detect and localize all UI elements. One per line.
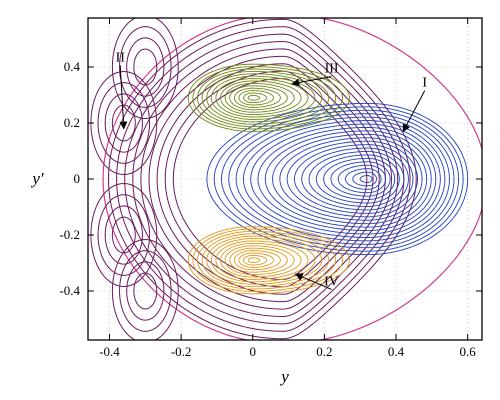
region-I-orbit [257,126,437,232]
region-III-orbit [187,63,350,132]
x-tick-label: 0.4 [388,344,405,359]
y-tick-label: -0.4 [59,283,80,298]
region-III-orbit [201,70,330,125]
region-II-lobe [126,37,165,97]
region-II-lobe [97,194,151,276]
region-IV-orbit [238,252,274,268]
region-III-orbit [229,85,288,111]
region-I-orbit [301,147,409,211]
region-IV-orbit [247,257,261,264]
region-II-orbit [124,33,405,325]
region-I-orbit [279,137,423,221]
region-IV-orbit [220,242,302,278]
region-II-orbit [116,26,411,332]
region-I-orbit [264,130,432,228]
outer-separatrix [102,18,482,340]
annotation-label: II [116,50,126,65]
region-II-lobe [111,216,136,254]
region-II-lobe [133,48,158,86]
y-axis-label: y′ [30,169,44,188]
region-I-orbit [293,144,414,214]
x-tick-label: -0.4 [99,344,120,359]
region-IV-orbit [210,238,316,283]
region-IV-orbit [215,240,309,280]
region-II-lobe [111,104,136,142]
region-IV-orbit [243,254,268,266]
region-III-orbit [210,75,316,120]
annotation-label: I [422,76,427,91]
region-II-lobe [133,272,158,310]
region-III-orbit [192,66,344,130]
region-II-lobe [104,205,143,265]
region-I-orbit [286,140,418,218]
annotation-arrow [291,76,332,87]
phase-curves [90,18,482,340]
region-III-orbit [233,87,281,108]
x-tick-label: -0.2 [171,344,192,359]
y-tick-label: -0.2 [59,227,80,242]
annotation-label: IV [324,274,339,289]
region-III-orbit [238,90,274,106]
region-III-orbit [197,68,337,128]
region-IV-orbit [197,230,337,290]
region-II-orbit [132,41,399,317]
region-II-orbit [172,78,368,280]
annotation-arrow [402,90,426,133]
x-tick-label: 0.6 [460,344,477,359]
region-I-orbit [345,168,382,190]
region-IV-orbit [192,228,344,292]
region-III-orbit [243,92,268,104]
y-tick-label: 0.4 [64,59,81,74]
region-II-orbit [164,70,374,288]
annotation-label: III [325,62,339,77]
region-I-orbit [206,102,469,256]
region-II-lobe [111,18,179,120]
region-I-orbit [315,154,400,204]
y-tick-label: 0 [74,171,81,186]
region-II-orbit [140,48,393,310]
region-III-orbit [224,82,295,113]
region-II-lobe [111,238,179,340]
region-I-orbit [352,171,377,187]
region-I-orbit [272,133,428,225]
region-II-lobe [126,261,165,321]
region-I-orbit [228,113,455,245]
region-IV-orbit [206,235,323,285]
region-IV-orbit [224,245,295,276]
region-II-lobe [97,82,151,164]
region-I-orbit [323,157,396,201]
region-IV-orbit [201,233,330,288]
region-I-orbit [330,161,391,197]
region-IV-orbit [187,226,350,295]
x-tick-label: 0 [250,344,257,359]
y-tick-label: 0.2 [64,115,80,130]
region-I-orbit [337,164,387,194]
region-I-orbit [221,109,460,249]
region-III-orbit [247,94,261,101]
x-tick-label: 0.2 [316,344,332,359]
region-IV-orbit [229,247,288,273]
region-III-orbit [215,78,309,118]
region-II-lobe [104,93,143,153]
x-axis-label: y [279,367,289,386]
region-II-lobe [119,26,172,108]
region-III-orbit [206,73,323,123]
region-II-lobe [119,250,172,332]
region-I-orbit [308,151,405,207]
axis-ticks: -0.4 -0.2 0 0.2 0.4 0.6 0.4 0.2 0 -0.2 -0.4 [59,18,482,359]
annotation-arrow [294,273,332,290]
region-III-orbit [220,80,302,116]
annotation-arrow [119,65,128,130]
region-IV-orbit [233,250,281,271]
region-II-orbit [107,18,417,340]
region-I-orbit [213,106,464,252]
region-I-orbit [359,175,373,183]
